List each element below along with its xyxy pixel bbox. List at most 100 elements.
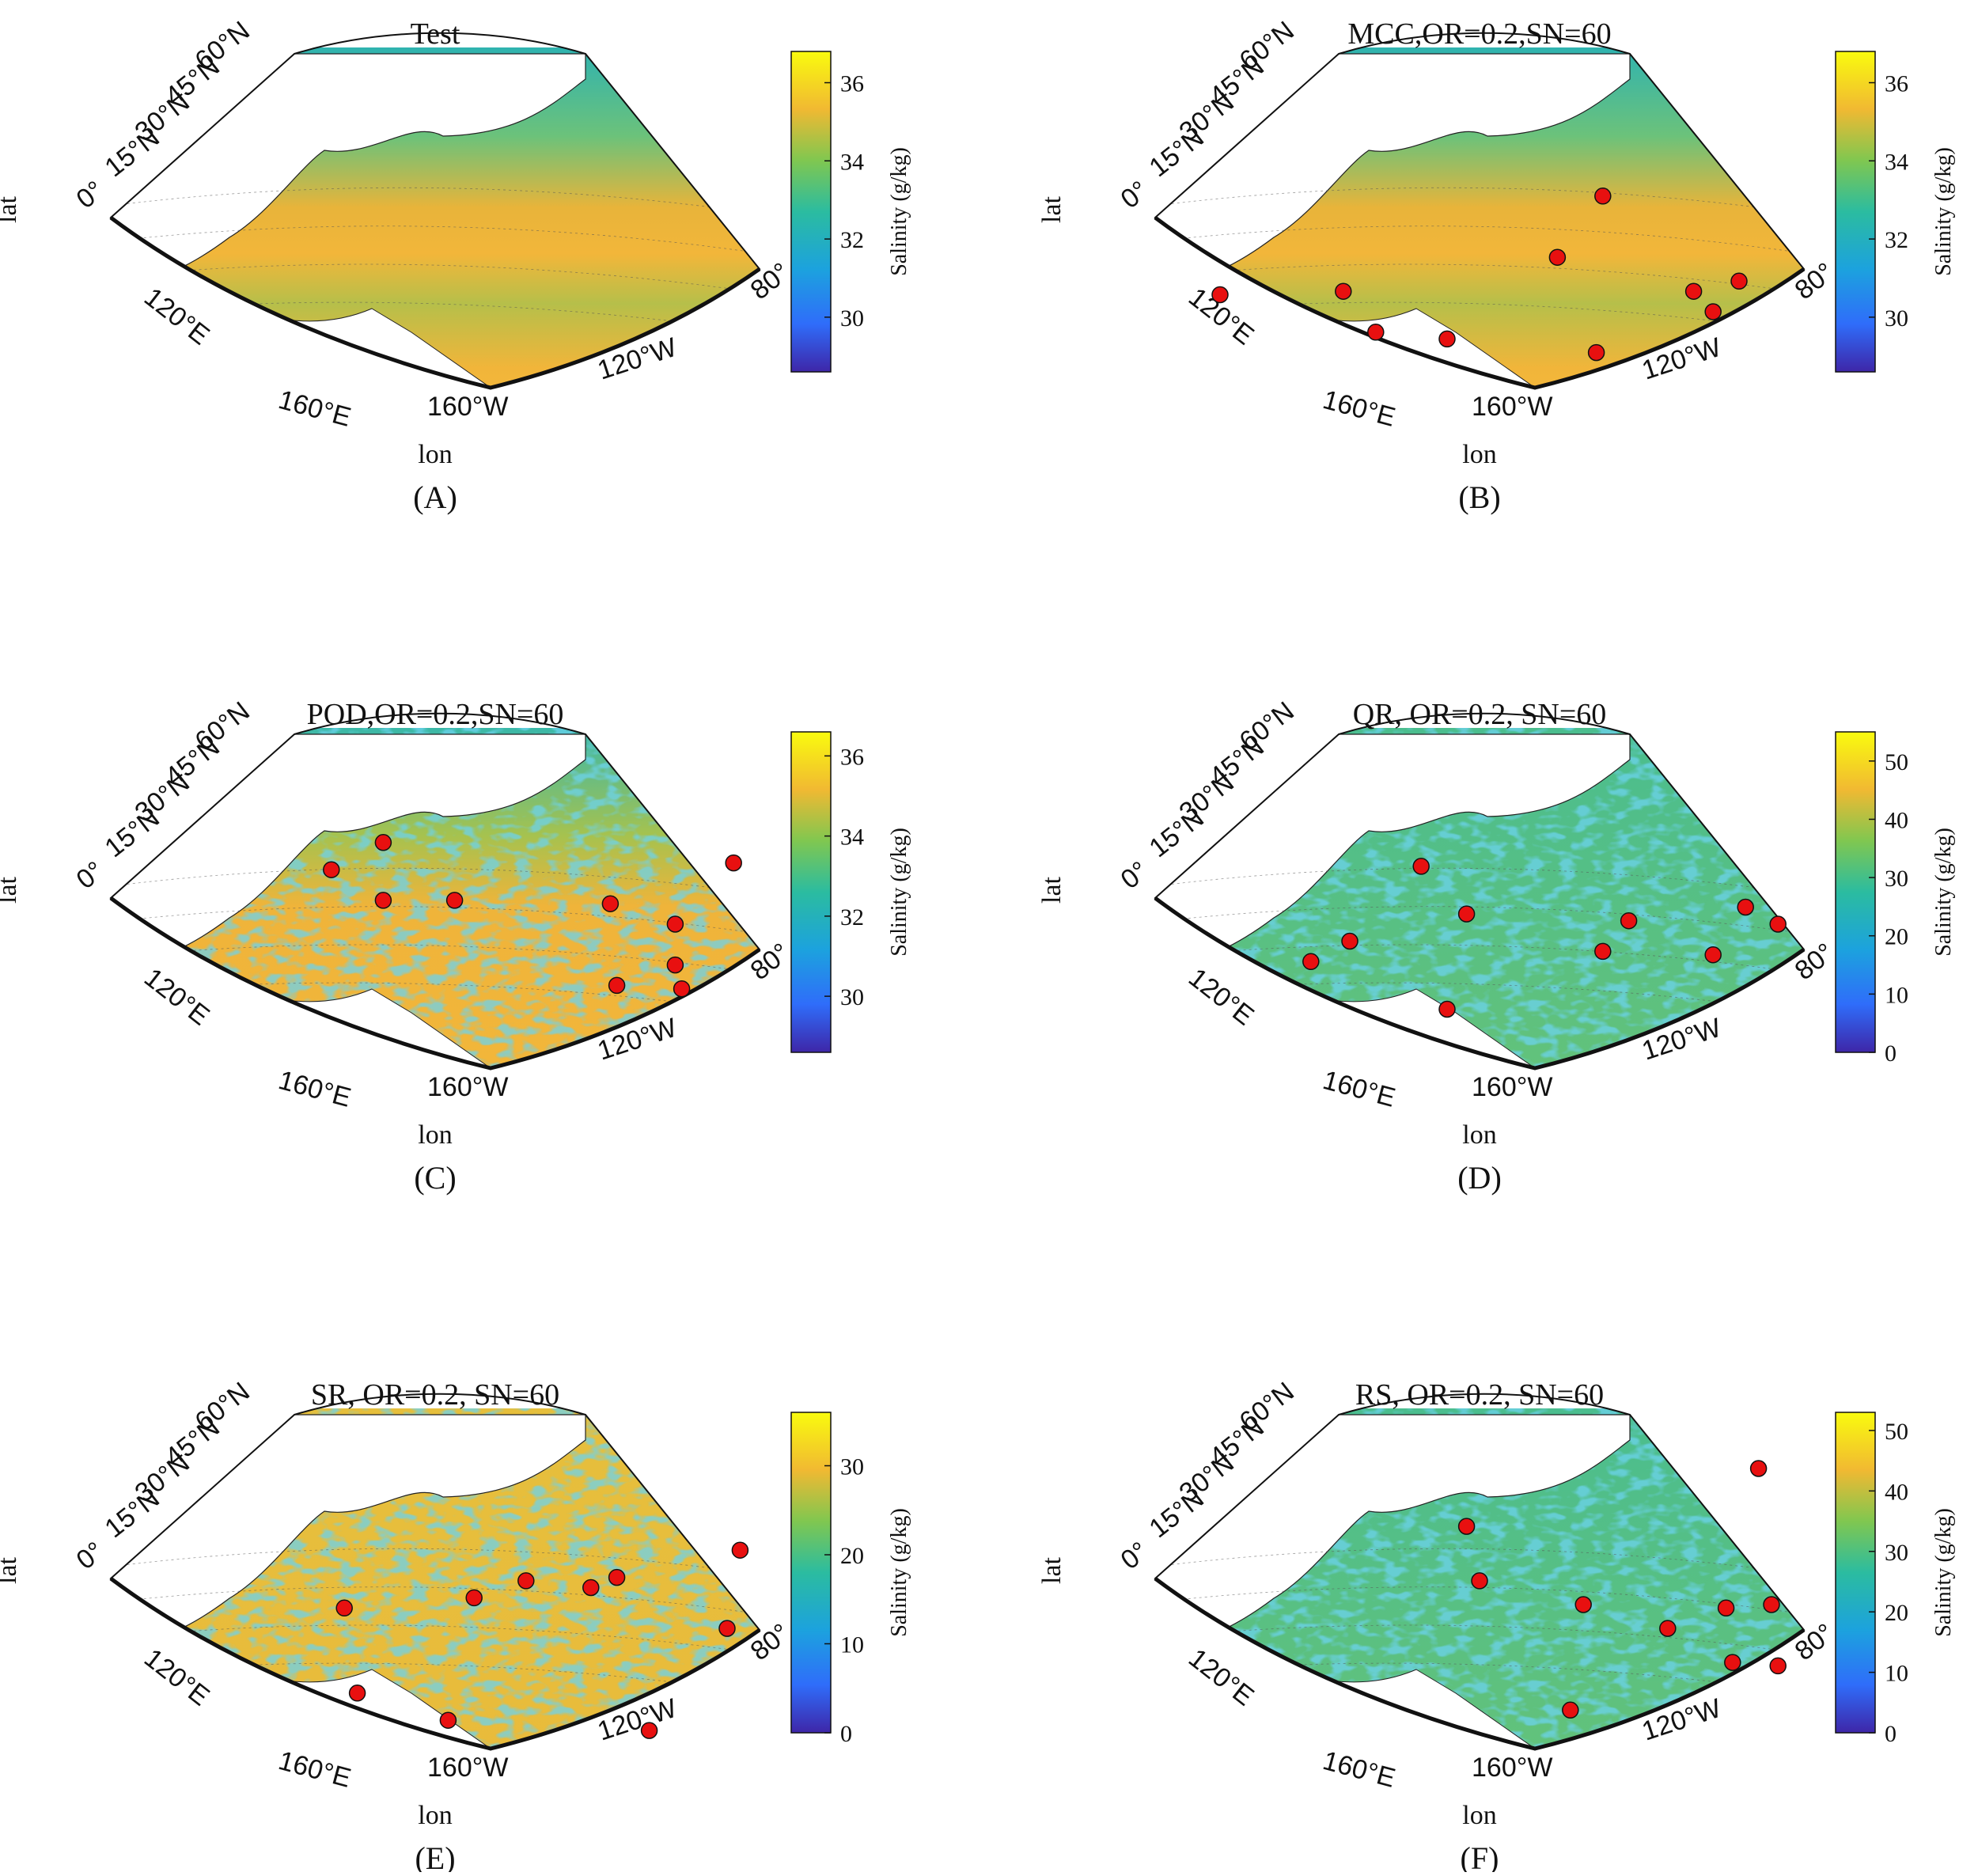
sensor-marker bbox=[1684, 282, 1703, 300]
x-axis-label: lon bbox=[418, 1801, 452, 1830]
map-frame-bottom bbox=[109, 215, 761, 390]
colorbar bbox=[790, 51, 832, 373]
colorbar-tick-label: 10 bbox=[1885, 1661, 1908, 1687]
panel-title: RS, OR=0.2, SN=60 bbox=[1355, 1378, 1604, 1412]
x-axis-label: lon bbox=[1462, 440, 1496, 469]
colorbar-tick-label: 20 bbox=[840, 1543, 864, 1569]
panel-caption: (E) bbox=[415, 1840, 455, 1872]
lat-tick-label: 0° bbox=[1116, 175, 1154, 214]
sensor-marker bbox=[1457, 1518, 1476, 1535]
sensor-marker bbox=[1335, 282, 1352, 300]
sensor-marker bbox=[1749, 1460, 1768, 1477]
colorbar-tick-label: 0 bbox=[840, 1721, 852, 1747]
sensor-marker bbox=[445, 892, 464, 909]
panel-title: MCC,OR=0.2,SN=60 bbox=[1347, 17, 1611, 51]
sensor-marker bbox=[601, 895, 620, 912]
graticule-line bbox=[1155, 906, 1804, 934]
sensor-marker bbox=[1548, 248, 1567, 266]
graticule-line bbox=[1155, 867, 1804, 895]
sensor-marker bbox=[1574, 1596, 1592, 1613]
graticule-line bbox=[1155, 1662, 1804, 1694]
panel-title: POD,OR=0.2,SN=60 bbox=[307, 698, 564, 731]
graticule-line bbox=[111, 1662, 760, 1694]
panel-title: QR, OR=0.2, SN=60 bbox=[1353, 698, 1607, 731]
sensor-marker bbox=[1769, 1657, 1787, 1675]
sensor-marker bbox=[374, 834, 392, 851]
sensor-marker bbox=[465, 1589, 483, 1607]
colorbar-tick-label: 50 bbox=[1885, 749, 1908, 775]
sensor-marker bbox=[608, 976, 626, 995]
colorbar-label: Salinity (g/kg) bbox=[887, 828, 911, 957]
lon-tick-label: 120°E bbox=[138, 282, 215, 351]
lon-tick-label: 160°E bbox=[1320, 1065, 1399, 1113]
map-panel-D: QR, OR=0.2, SN=6060°N45°N30°N15°N0°120°E… bbox=[1037, 696, 1956, 1196]
lon-tick-label: 160°W bbox=[427, 392, 508, 422]
colorbar-tick-label: 40 bbox=[1885, 807, 1908, 833]
graticule-line bbox=[1155, 1586, 1804, 1615]
panel-title: Test bbox=[411, 17, 460, 51]
lon-tick-label: 160°E bbox=[275, 1745, 354, 1794]
sensor-marker bbox=[1341, 932, 1358, 950]
lat-tick-label: 0° bbox=[1116, 1536, 1154, 1575]
lon-tick-label: 160°W bbox=[1472, 1072, 1552, 1102]
panel-caption: (D) bbox=[1457, 1160, 1502, 1196]
graticule-line bbox=[111, 944, 760, 974]
colorbar-tick-label: 30 bbox=[1885, 305, 1908, 332]
colorbar-tick-label: 36 bbox=[840, 744, 864, 770]
map-panel-C: POD,OR=0.2,SN=6060°N45°N30°N15°N0°120°E1… bbox=[0, 696, 911, 1196]
sensor-marker bbox=[582, 1578, 600, 1597]
sensor-marker bbox=[1594, 942, 1612, 961]
colorbar-tick-label: 30 bbox=[840, 305, 864, 332]
colorbar-tick-label: 50 bbox=[1885, 1419, 1908, 1445]
sensor-marker bbox=[1763, 1596, 1780, 1613]
sensor-marker bbox=[1302, 953, 1320, 971]
lon-tick-label: 160°W bbox=[1472, 1753, 1552, 1783]
graticule-line bbox=[1155, 1624, 1804, 1654]
lat-tick-label: 0° bbox=[1116, 855, 1154, 895]
sensor-marker bbox=[439, 1711, 457, 1729]
sensor-marker bbox=[1769, 915, 1787, 933]
lon-tick-label: 120°E bbox=[138, 1643, 215, 1711]
lat-tick-label: 0° bbox=[71, 855, 110, 895]
colorbar-label: Salinity (g/kg) bbox=[887, 147, 911, 276]
sensor-marker bbox=[718, 1620, 736, 1637]
x-axis-label: lon bbox=[418, 440, 452, 469]
x-axis-label: lon bbox=[418, 1120, 452, 1150]
graticule-line bbox=[1155, 263, 1804, 294]
sensor-marker bbox=[1367, 324, 1385, 341]
map-panel-E: SR, OR=0.2, SN=6060°N45°N30°N15°N0°120°E… bbox=[0, 1377, 911, 1876]
sensor-marker bbox=[323, 861, 340, 878]
map-frame-bottom bbox=[1154, 896, 1806, 1071]
colorbar-tick-label: 34 bbox=[1885, 149, 1908, 175]
x-axis-label: lon bbox=[1462, 1801, 1496, 1830]
sensor-marker bbox=[666, 915, 684, 933]
panel-title: SR, OR=0.2, SN=60 bbox=[311, 1378, 559, 1412]
sensor-marker bbox=[374, 892, 392, 909]
sensor-marker bbox=[1471, 1572, 1488, 1590]
sensor-marker bbox=[731, 1541, 749, 1559]
graticule-line bbox=[111, 1586, 760, 1615]
lon-tick-label: 160°E bbox=[275, 1065, 354, 1113]
colorbar-tick-label: 10 bbox=[840, 1632, 864, 1658]
lon-tick-label: 160°E bbox=[1320, 1745, 1399, 1794]
colorbar bbox=[790, 1412, 832, 1734]
colorbar bbox=[1835, 1412, 1876, 1734]
colorbar bbox=[1835, 51, 1876, 373]
lat-tick-label: 0° bbox=[71, 1536, 110, 1575]
x-axis-label: lon bbox=[1462, 1120, 1496, 1150]
sensor-marker bbox=[1562, 1701, 1579, 1719]
lon-tick-label: 120°E bbox=[1183, 962, 1260, 1031]
graticule-line bbox=[1155, 301, 1804, 333]
colorbar-tick-label: 0 bbox=[1885, 1040, 1897, 1067]
colorbar-tick-label: 30 bbox=[1885, 866, 1908, 892]
y-axis-label: lat bbox=[0, 195, 22, 223]
colorbar-tick-label: 32 bbox=[840, 904, 864, 930]
graticule-line bbox=[111, 906, 760, 934]
graticule-line bbox=[111, 867, 760, 895]
y-axis-label: lat bbox=[0, 876, 22, 904]
y-axis-label: lat bbox=[1037, 1556, 1067, 1584]
lon-tick-label: 160°W bbox=[1472, 392, 1552, 422]
sensor-marker bbox=[1620, 911, 1638, 930]
